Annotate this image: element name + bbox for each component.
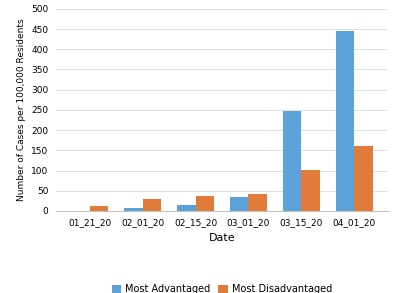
Bar	[302, 170, 320, 211]
Bar	[230, 197, 248, 211]
X-axis label: Date: Date	[209, 233, 235, 243]
Bar	[177, 205, 196, 211]
Bar	[283, 111, 302, 211]
Bar	[336, 31, 354, 211]
Legend: Most Advantaged, Most Disadvantaged: Most Advantaged, Most Disadvantaged	[108, 280, 336, 293]
Bar	[90, 206, 108, 211]
Bar	[142, 199, 161, 211]
Bar	[124, 208, 142, 211]
Bar	[354, 146, 373, 211]
Bar	[196, 196, 214, 211]
Bar	[248, 194, 267, 211]
Y-axis label: Number of Cases per 100,000 Residents: Number of Cases per 100,000 Residents	[16, 18, 26, 201]
